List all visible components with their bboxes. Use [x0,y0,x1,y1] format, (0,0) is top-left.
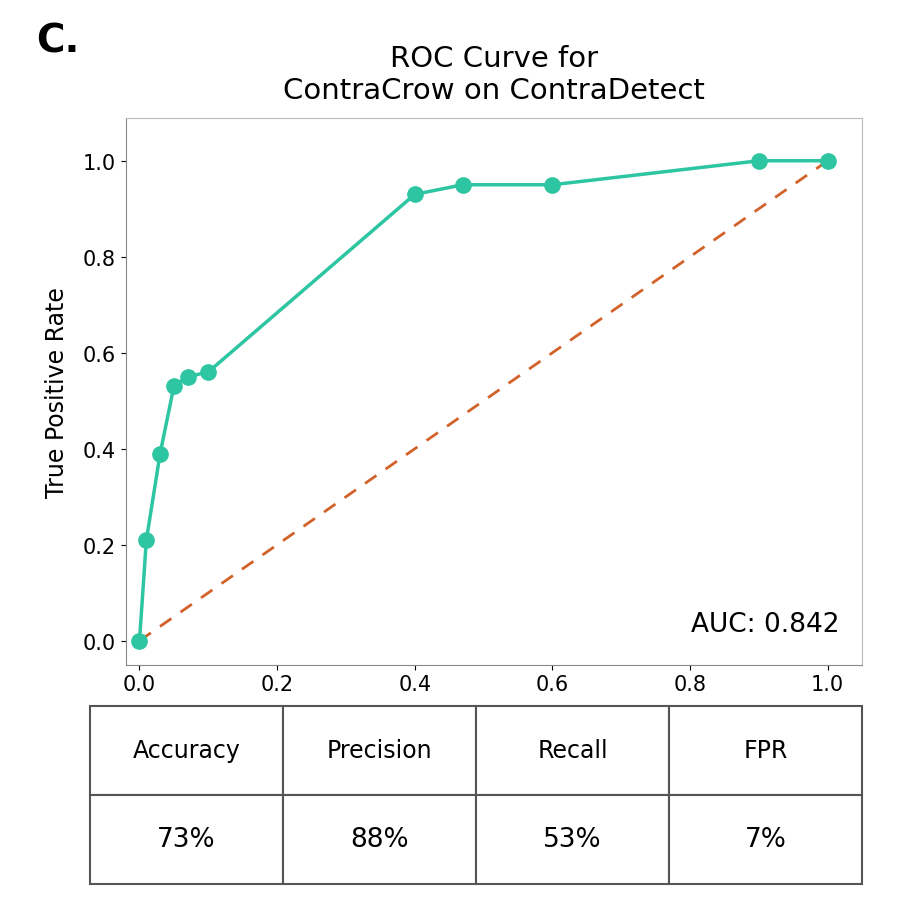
Text: 7%: 7% [744,826,787,853]
Text: Accuracy: Accuracy [132,739,241,763]
Y-axis label: True Positive Rate: True Positive Rate [45,286,69,497]
Text: FPR: FPR [744,739,788,763]
Text: C.: C. [36,23,79,61]
Text: 73%: 73% [157,826,216,853]
X-axis label: False Positive Rate: False Positive Rate [384,709,603,732]
Title: ROC Curve for
ContraCrow on ContraDetect: ROC Curve for ContraCrow on ContraDetect [283,45,705,105]
Text: Precision: Precision [327,739,432,763]
Text: Recall: Recall [537,739,608,763]
Text: 53%: 53% [543,826,602,853]
Text: 88%: 88% [350,826,409,853]
Text: AUC: 0.842: AUC: 0.842 [691,611,840,638]
